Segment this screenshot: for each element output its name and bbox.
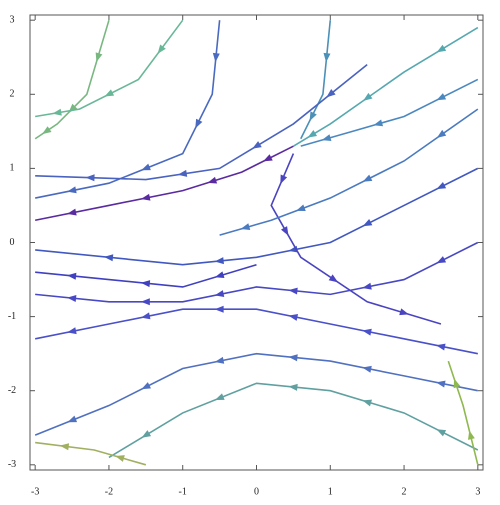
arrow-head bbox=[362, 365, 372, 373]
x-tick-label: -1 bbox=[179, 486, 187, 497]
stream-line bbox=[35, 308, 478, 355]
arrow-head bbox=[67, 327, 77, 335]
y-tick-label: -1 bbox=[8, 311, 16, 322]
arrow-head bbox=[307, 129, 318, 138]
y-tick-label: -2 bbox=[8, 385, 16, 396]
stream-line bbox=[35, 441, 147, 466]
arrow-head bbox=[115, 455, 125, 462]
arrow-head bbox=[362, 219, 373, 227]
y-tick-label: 3 bbox=[10, 14, 15, 25]
arrow-head bbox=[214, 257, 224, 265]
plot-frame bbox=[29, 14, 484, 471]
y-tick-label: 2 bbox=[10, 89, 15, 100]
arrow-head bbox=[288, 354, 298, 362]
arrow-head bbox=[362, 282, 372, 290]
arrow-head bbox=[95, 52, 103, 63]
arrow-head bbox=[436, 129, 447, 138]
x-tick-label: 0 bbox=[254, 486, 259, 497]
arrow-head bbox=[140, 280, 151, 288]
arrow-head bbox=[296, 204, 306, 212]
arrow-head bbox=[140, 298, 150, 306]
stream-line bbox=[35, 20, 221, 199]
arrow-head bbox=[362, 328, 372, 336]
arrow-head bbox=[104, 89, 115, 97]
arrow-head bbox=[436, 181, 447, 190]
x-tick-label: 3 bbox=[475, 486, 480, 497]
arrow-head bbox=[328, 274, 339, 283]
arrow-head bbox=[214, 305, 224, 313]
stream-line bbox=[108, 382, 479, 459]
arrow-head bbox=[207, 176, 218, 184]
stream-line bbox=[35, 241, 479, 303]
arrow-head bbox=[157, 44, 166, 54]
y-tick-label: 1 bbox=[10, 163, 15, 174]
arrow-head bbox=[52, 108, 62, 116]
arrow-head bbox=[436, 256, 447, 264]
arrow-head bbox=[59, 443, 70, 451]
arrow-head bbox=[309, 111, 317, 121]
arrow-head bbox=[67, 415, 78, 423]
arrow-head bbox=[67, 208, 77, 216]
arrow-head bbox=[468, 430, 475, 440]
arrow-head bbox=[214, 356, 225, 364]
stream-line bbox=[447, 360, 479, 466]
stream-line bbox=[300, 20, 332, 140]
stream-line bbox=[34, 352, 478, 436]
x-tick-label: 2 bbox=[402, 486, 407, 497]
arrow-head bbox=[252, 141, 262, 149]
y-tick-label: -3 bbox=[8, 459, 16, 470]
stream-line bbox=[35, 167, 479, 266]
arrow-head bbox=[214, 393, 225, 400]
y-tick-label: 0 bbox=[10, 237, 15, 248]
arrow-head bbox=[321, 134, 332, 142]
arrow-head bbox=[326, 89, 336, 98]
arrow-head bbox=[373, 119, 384, 127]
arrow-head bbox=[195, 118, 203, 129]
arrow-head bbox=[362, 174, 373, 182]
arrow-head bbox=[436, 380, 446, 388]
arrow-head bbox=[288, 313, 299, 321]
arrow-head bbox=[67, 294, 77, 302]
arrow-head bbox=[214, 271, 225, 279]
arrow-head bbox=[323, 52, 331, 63]
arrow-head bbox=[362, 399, 373, 407]
arrow-head bbox=[103, 254, 114, 262]
arrow-head bbox=[280, 174, 288, 185]
arrow-head bbox=[42, 126, 52, 135]
stream-line bbox=[35, 19, 184, 118]
stream-line bbox=[34, 19, 110, 140]
arrow-head bbox=[453, 378, 461, 389]
arrow-head bbox=[140, 193, 151, 201]
arrow-head bbox=[214, 290, 225, 298]
arrow-head bbox=[212, 52, 220, 63]
arrow-head bbox=[436, 429, 447, 437]
arrow-head bbox=[399, 308, 409, 316]
arrow-head bbox=[436, 44, 447, 53]
arrow-head bbox=[288, 287, 298, 295]
stream-line bbox=[219, 108, 479, 236]
stream-line bbox=[35, 64, 368, 181]
arrow-head bbox=[280, 226, 289, 236]
arrow-head bbox=[141, 163, 151, 171]
arrow-head bbox=[177, 169, 188, 177]
arrow-head bbox=[67, 186, 77, 194]
arrow-head bbox=[140, 312, 151, 320]
stream-line bbox=[270, 153, 442, 325]
arrow-head bbox=[141, 382, 151, 390]
arrow-head bbox=[85, 174, 95, 182]
x-tick-label: 1 bbox=[328, 486, 333, 497]
arrow-head bbox=[363, 92, 373, 101]
arrow-head bbox=[263, 154, 273, 162]
x-tick-label: -2 bbox=[105, 486, 113, 497]
arrow-head bbox=[436, 343, 446, 351]
arrow-head bbox=[141, 430, 152, 438]
arrow-head bbox=[240, 223, 251, 230]
arrow-head bbox=[436, 93, 447, 101]
arrow-head bbox=[288, 383, 298, 391]
arrow-head bbox=[67, 272, 77, 280]
stream-line bbox=[35, 145, 294, 222]
x-tick-label: -3 bbox=[31, 486, 39, 497]
